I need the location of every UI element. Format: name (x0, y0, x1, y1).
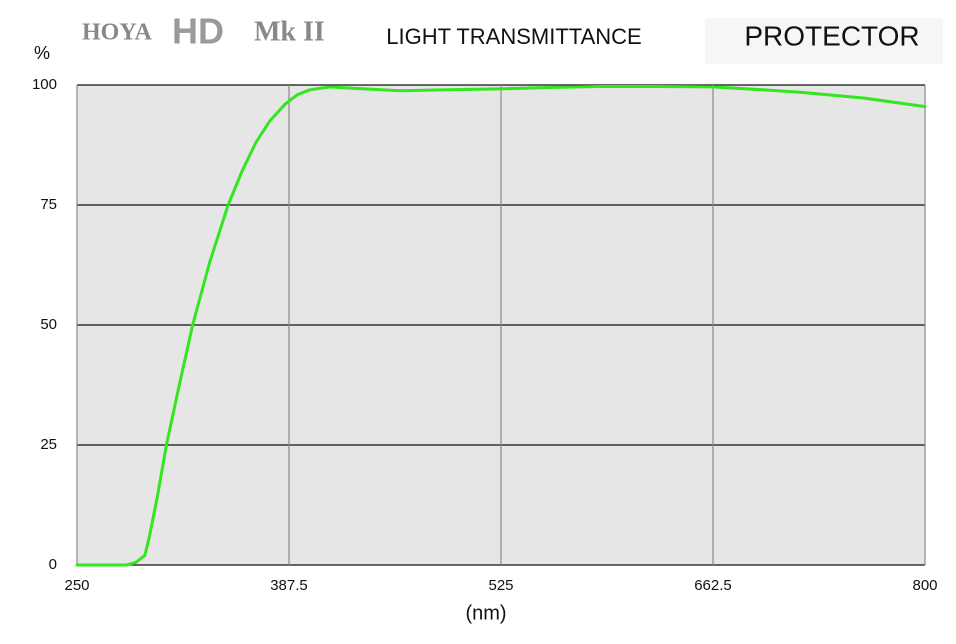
x-tick-label: 525 (488, 577, 513, 594)
y-axis-label: % (34, 43, 50, 63)
logo-model: Mk II (254, 16, 325, 47)
x-axis-label: (nm) (465, 602, 506, 624)
subtitle-box (705, 18, 943, 64)
data-line (75, 84, 927, 567)
x-tick-label: 800 (912, 577, 937, 594)
logo-mark: HD (172, 11, 224, 52)
y-tick-label: 50 (40, 316, 57, 333)
y-tick-label: 75 (40, 196, 57, 213)
y-tick-label: 100 (32, 76, 57, 93)
logo-brand: HOYA (82, 20, 152, 46)
y-tick-label: 0 (49, 556, 57, 573)
x-tick-label: 662.5 (694, 577, 732, 594)
x-tick-label: 387.5 (270, 577, 308, 594)
x-tick-label: 250 (64, 577, 89, 594)
y-tick-label: 25 (40, 436, 57, 453)
chart-title: LIGHT TRANSMITTANCE (386, 24, 641, 49)
chart-subtitle: PROTECTOR (744, 20, 919, 51)
